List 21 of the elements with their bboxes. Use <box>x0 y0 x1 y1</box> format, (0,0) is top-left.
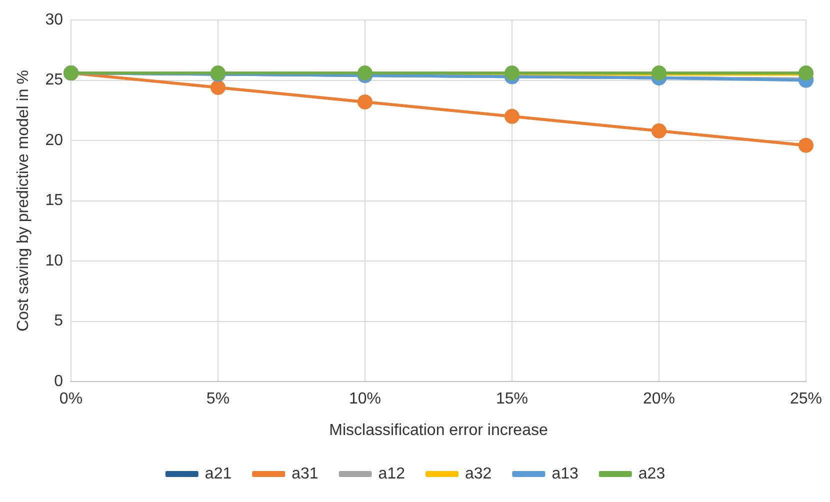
x-tick-label: 25% <box>790 390 822 408</box>
x-tick-label: 0% <box>59 390 83 408</box>
legend-label: a31 <box>292 465 318 482</box>
y-tick-label: 0 <box>54 373 64 390</box>
y-tick-label: 5 <box>54 312 64 330</box>
legend-label: a12 <box>378 465 406 482</box>
legend-label: a23 <box>638 465 666 482</box>
legend-label: a13 <box>552 465 578 482</box>
x-axis-title: Misclassification error increase <box>329 422 548 439</box>
y-tick-label: 25 <box>45 72 64 89</box>
y-tick-label: 15 <box>45 192 64 210</box>
x-tick-label: 15% <box>496 390 528 408</box>
legend-label: a21 <box>204 465 232 482</box>
y-tick-label: 30 <box>45 11 64 28</box>
y-axis-title: Cost saving by predictive model in % <box>15 70 32 332</box>
legend-label: a32 <box>465 465 492 482</box>
x-tick-label: 5% <box>206 390 230 408</box>
y-tick-label: 20 <box>45 132 64 149</box>
x-tick-label: 20% <box>642 390 676 408</box>
y-tick-label: 10 <box>45 252 64 270</box>
x-tick-label: 10% <box>348 390 382 408</box>
